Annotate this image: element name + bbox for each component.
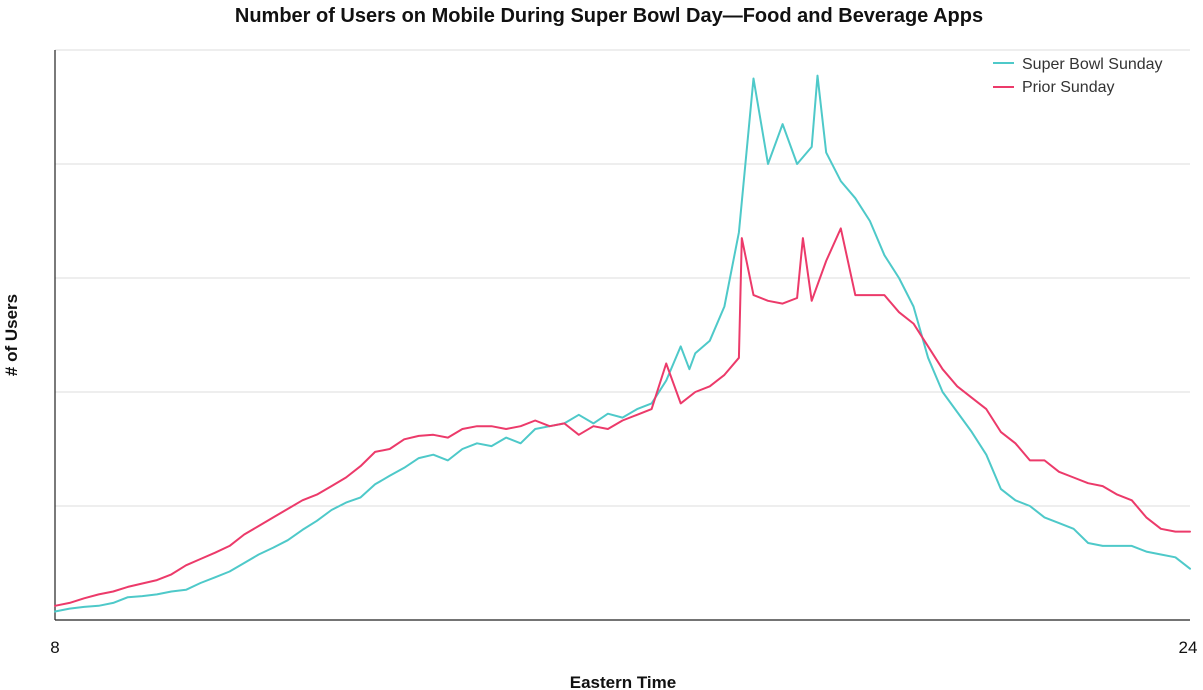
y-axis-title: # of Users <box>2 294 21 376</box>
chart-title: Number of Users on Mobile During Super B… <box>235 5 983 27</box>
series-line-prior-sunday <box>54 227 1191 607</box>
series-layer <box>54 74 1191 613</box>
legend-label-super-bowl-sunday: Super Bowl Sunday <box>1022 56 1163 73</box>
series-line-super-bowl-sunday <box>54 74 1191 613</box>
x-tick-label-end: 24 <box>1179 638 1198 657</box>
gridlines <box>55 49 1190 507</box>
x-axis-title: Eastern Time <box>570 673 676 690</box>
legend: Super Bowl Sunday Prior Sunday <box>993 56 1163 96</box>
x-tick-label-start: 8 <box>50 638 59 657</box>
legend-label-prior-sunday: Prior Sunday <box>1022 79 1115 96</box>
